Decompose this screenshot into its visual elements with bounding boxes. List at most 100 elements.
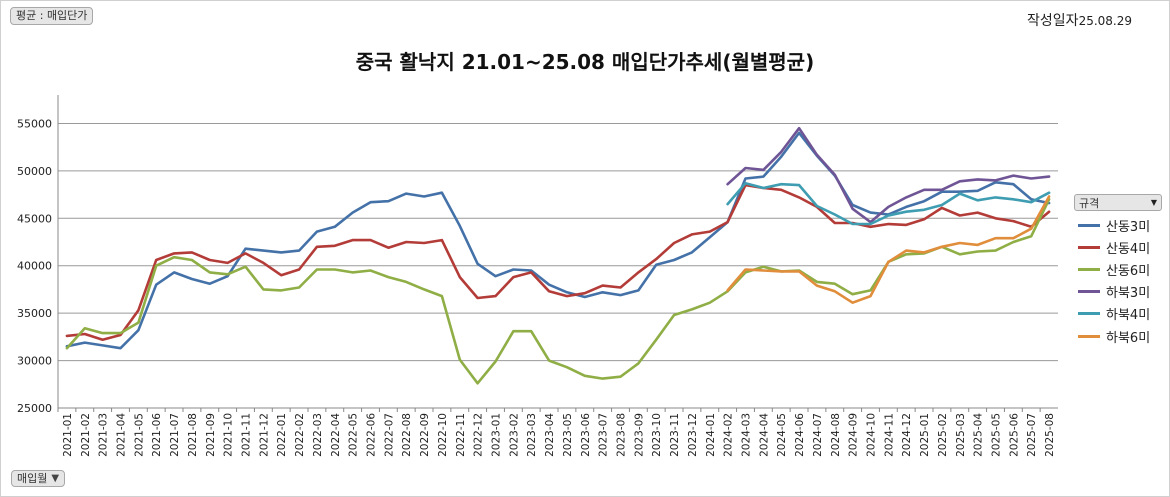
x-tick-label: 2021-12 (258, 413, 270, 457)
series-line (65, 198, 1051, 385)
x-tick-label: 2023-04 (544, 413, 556, 457)
x-tick-label: 2025-07 (1026, 413, 1038, 457)
axis-field-label: 매입월 (17, 471, 48, 485)
x-tick-label: 2022-10 (437, 413, 449, 457)
filter-field-button[interactable]: 평균 : 매입단가 (10, 7, 94, 25)
series-line (65, 131, 1051, 350)
x-tick-label: 2022-06 (366, 413, 378, 457)
legend-item: 산동3미 (1078, 214, 1150, 236)
legend-item: 산동6미 (1078, 258, 1150, 280)
legend-swatch (1078, 267, 1100, 271)
dropdown-arrow-icon: ▼ (1150, 198, 1157, 207)
x-tick-label: 2022-02 (294, 413, 306, 457)
x-tick-label: 2024-02 (723, 413, 735, 457)
x-tick-label: 2023-09 (633, 413, 645, 457)
x-tick-label: 2025-04 (973, 413, 985, 457)
legend-title: 규격 (1079, 196, 1100, 210)
legend-item: 하북6미 (1078, 325, 1150, 347)
legend-item: 하북3미 (1078, 281, 1150, 303)
y-tick-label: 30000 (17, 355, 52, 368)
date-stamp-value: 25.08.29 (1078, 14, 1132, 28)
y-tick-label: 45000 (17, 212, 52, 225)
x-tick-label: 2022-01 (276, 413, 288, 457)
x-tick-label: 2022-11 (455, 413, 467, 457)
x-tick-label: 2025-01 (919, 413, 931, 457)
legend-swatch (1078, 290, 1100, 294)
x-tick-label: 2022-09 (419, 413, 431, 457)
x-tick-label: 2024-05 (776, 413, 788, 457)
x-tick-label: 2024-03 (741, 413, 753, 457)
x-tick-label: 2021-06 (151, 413, 163, 457)
x-tick-label: 2023-12 (687, 413, 699, 457)
x-tick-label: 2025-02 (937, 413, 949, 457)
date-stamp-label: 작성일자 (1027, 13, 1079, 29)
x-tick-label: 2022-03 (312, 413, 324, 457)
x-tick-label: 2021-09 (205, 413, 217, 457)
x-tick-label: 2022-08 (401, 413, 413, 457)
x-tick-label: 2023-06 (580, 413, 592, 457)
legend-label: 산동6미 (1106, 263, 1151, 279)
x-tick-label: 2025-03 (955, 413, 967, 457)
chart-title: 중국 활낙지 21.01~25.08 매입단가추세(월별평균) (355, 50, 815, 74)
series-line (726, 126, 1051, 224)
x-tick-label: 2024-06 (794, 413, 806, 457)
x-tick-label: 2021-10 (223, 413, 235, 457)
legend-swatch (1078, 245, 1100, 249)
x-tick-label: 2023-03 (526, 413, 538, 457)
x-tick-label: 2021-07 (169, 413, 181, 457)
y-tick-label: 25000 (17, 402, 52, 415)
x-tick-label: 2022-05 (348, 413, 360, 457)
legend-filter-button[interactable]: 규격 ▼ (1074, 194, 1162, 211)
x-tick-label: 2023-05 (562, 413, 574, 457)
x-tick-label: 2025-05 (991, 413, 1003, 457)
y-tick-label: 40000 (17, 260, 52, 273)
x-tick-label: 2021-08 (187, 413, 199, 457)
x-tick-label: 2024-10 (866, 413, 878, 457)
series-line (726, 195, 1051, 304)
legend-label: 산동4미 (1106, 241, 1151, 257)
x-tick-label: 2022-12 (473, 413, 485, 457)
x-tick-label: 2024-04 (758, 413, 770, 457)
legend-swatch (1078, 334, 1100, 338)
filter-dropdown-icon: ▼ (51, 472, 60, 484)
y-tick-label: 50000 (17, 165, 52, 178)
axis-field-button[interactable]: 매입월 ▼ (11, 470, 66, 487)
x-tick-label: 2022-04 (330, 413, 342, 457)
x-tick-label: 2025-08 (1044, 413, 1056, 457)
x-tick-label: 2023-10 (651, 413, 663, 457)
legend-label: 산동3미 (1106, 219, 1151, 235)
x-tick-label: 2022-07 (383, 413, 395, 457)
x-tick-label: 2023-01 (491, 413, 503, 457)
y-tick-label: 55000 (17, 117, 52, 130)
x-tick-label: 2024-12 (901, 413, 913, 457)
x-tick-label: 2024-11 (883, 413, 895, 457)
x-tick-label: 2023-07 (598, 413, 610, 457)
legend-label: 하북4미 (1106, 308, 1151, 324)
legend-item: 산동4미 (1078, 236, 1150, 258)
x-tick-label: 2024-09 (848, 413, 860, 457)
x-tick-label: 2021-03 (98, 413, 110, 457)
x-tick-label: 2021-02 (80, 413, 92, 457)
y-tick-label: 35000 (17, 307, 52, 320)
series-line (65, 183, 1051, 341)
x-tick-label: 2021-11 (241, 413, 253, 457)
series-line (726, 181, 1051, 226)
legend-label: 하북6미 (1106, 330, 1151, 346)
x-tick-label: 2021-05 (133, 413, 145, 457)
x-tick-label: 2021-01 (62, 413, 74, 457)
x-tick-label: 2023-11 (669, 413, 681, 457)
legend-item: 하북4미 (1078, 303, 1150, 325)
date-stamp: 작성일자25.08.29 (1027, 10, 1132, 30)
legend-swatch (1078, 312, 1100, 316)
x-tick-label: 2023-08 (616, 413, 628, 457)
x-tick-label: 2024-01 (705, 413, 717, 457)
legend-label: 하북3미 (1106, 286, 1151, 302)
x-tick-label: 2021-04 (116, 413, 128, 457)
x-tick-label: 2024-07 (812, 413, 824, 457)
x-tick-label: 2025-06 (1008, 413, 1020, 457)
x-tick-label: 2023-02 (508, 413, 520, 457)
x-tick-label: 2024-08 (830, 413, 842, 457)
legend-swatch (1078, 223, 1100, 227)
